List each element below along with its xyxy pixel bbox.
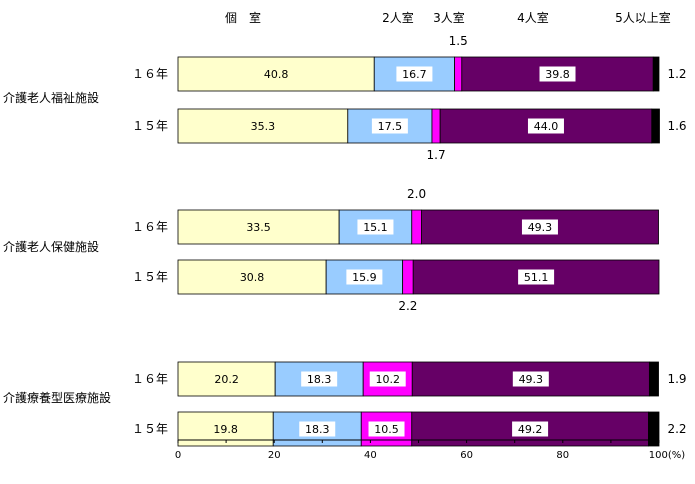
bar-segment bbox=[431, 108, 441, 144]
data-label-box bbox=[207, 421, 244, 437]
x-tick-label: 60 bbox=[460, 450, 473, 461]
data-label: 17.5 bbox=[378, 120, 403, 133]
data-label-box bbox=[518, 269, 555, 285]
data-label-box bbox=[512, 371, 549, 387]
data-label: 10.5 bbox=[374, 423, 399, 436]
data-label-box bbox=[527, 118, 564, 134]
data-label: 15.9 bbox=[352, 271, 377, 284]
bar-segment bbox=[402, 259, 414, 295]
data-label: 39.8 bbox=[545, 68, 570, 81]
data-label: 1.6 bbox=[667, 119, 686, 133]
data-label: 18.3 bbox=[305, 423, 330, 436]
data-label-box bbox=[369, 371, 406, 387]
x-tick-label: 20 bbox=[268, 450, 281, 461]
data-label: 49.2 bbox=[518, 423, 543, 436]
data-label: 49.3 bbox=[528, 221, 553, 234]
bar-segment bbox=[652, 56, 660, 92]
data-label: 33.5 bbox=[246, 221, 271, 234]
data-label: 19.8 bbox=[213, 423, 238, 436]
data-label: 1.5 bbox=[449, 34, 468, 48]
data-label-box bbox=[234, 269, 271, 285]
data-label-box bbox=[396, 66, 433, 82]
data-label: 1.9 bbox=[667, 372, 686, 386]
data-label: 1.7 bbox=[427, 148, 446, 162]
data-label: 2.0 bbox=[407, 187, 426, 201]
legend-label-3: 4人室 bbox=[517, 10, 549, 25]
data-label-box bbox=[371, 118, 408, 134]
x-axis: 0 20 40 60 80 100(%) bbox=[175, 439, 685, 461]
data-label-box bbox=[357, 219, 394, 235]
data-label: 30.8 bbox=[240, 271, 265, 284]
data-label: 40.8 bbox=[264, 68, 289, 81]
data-label-box bbox=[244, 118, 281, 134]
data-label: 10.2 bbox=[375, 373, 400, 386]
data-label-box bbox=[368, 421, 405, 437]
year-label: １５年 bbox=[132, 119, 168, 133]
data-label-box bbox=[258, 66, 295, 82]
data-label-box bbox=[512, 421, 549, 437]
data-label-box bbox=[539, 66, 576, 82]
year-label: １６年 bbox=[132, 67, 168, 81]
bar-segment bbox=[648, 361, 659, 397]
data-label: 2.2 bbox=[398, 299, 417, 313]
data-label: 49.3 bbox=[519, 373, 544, 386]
data-label: 35.3 bbox=[251, 120, 276, 133]
x-tick-label: 100(%) bbox=[649, 450, 685, 461]
year-label: １６年 bbox=[132, 372, 168, 386]
x-tick-label: 40 bbox=[364, 450, 377, 461]
x-tick-label: 0 bbox=[175, 450, 181, 461]
data-label: 1.2 bbox=[667, 67, 686, 81]
legend-label-4: 5人以上室 bbox=[615, 10, 671, 25]
bar-segment bbox=[648, 411, 660, 447]
bar-segment bbox=[454, 56, 463, 92]
data-label-box bbox=[299, 421, 336, 437]
data-label: 16.7 bbox=[402, 68, 427, 81]
data-label-box bbox=[240, 219, 277, 235]
group-label: 介護老人福祉施設 bbox=[3, 90, 99, 105]
data-label: 20.2 bbox=[214, 373, 239, 386]
data-label: 15.1 bbox=[363, 221, 388, 234]
data-label: 18.3 bbox=[307, 373, 332, 386]
data-label-box bbox=[521, 219, 558, 235]
year-label: １６年 bbox=[132, 220, 168, 234]
legend: 個 室 2人室 3人室 4人室 5人以上室 bbox=[225, 10, 671, 25]
year-label: １５年 bbox=[132, 422, 168, 436]
bar-segment bbox=[651, 108, 660, 144]
data-label-box bbox=[208, 371, 245, 387]
year-label: １５年 bbox=[132, 270, 168, 284]
data-label-box bbox=[301, 371, 338, 387]
legend-label-2: 3人室 bbox=[433, 10, 465, 25]
data-label: 44.0 bbox=[534, 120, 559, 133]
data-label-box bbox=[346, 269, 383, 285]
data-label: 51.1 bbox=[524, 271, 549, 284]
group-label: 介護老人保健施設 bbox=[3, 239, 99, 254]
legend-label-1: 2人室 bbox=[382, 10, 414, 25]
bars: 介護老人福祉施設 １６年 40.8 16.7 1.5 39.8 1.2 １５年 35.3 17.5… bbox=[3, 34, 687, 447]
legend-label-0: 個 室 bbox=[225, 10, 261, 25]
group-label: 介護療養型医療施設 bbox=[3, 390, 111, 405]
bar-segment bbox=[411, 209, 422, 245]
x-tick-label: 80 bbox=[556, 450, 569, 461]
data-label: 2.2 bbox=[667, 422, 686, 436]
